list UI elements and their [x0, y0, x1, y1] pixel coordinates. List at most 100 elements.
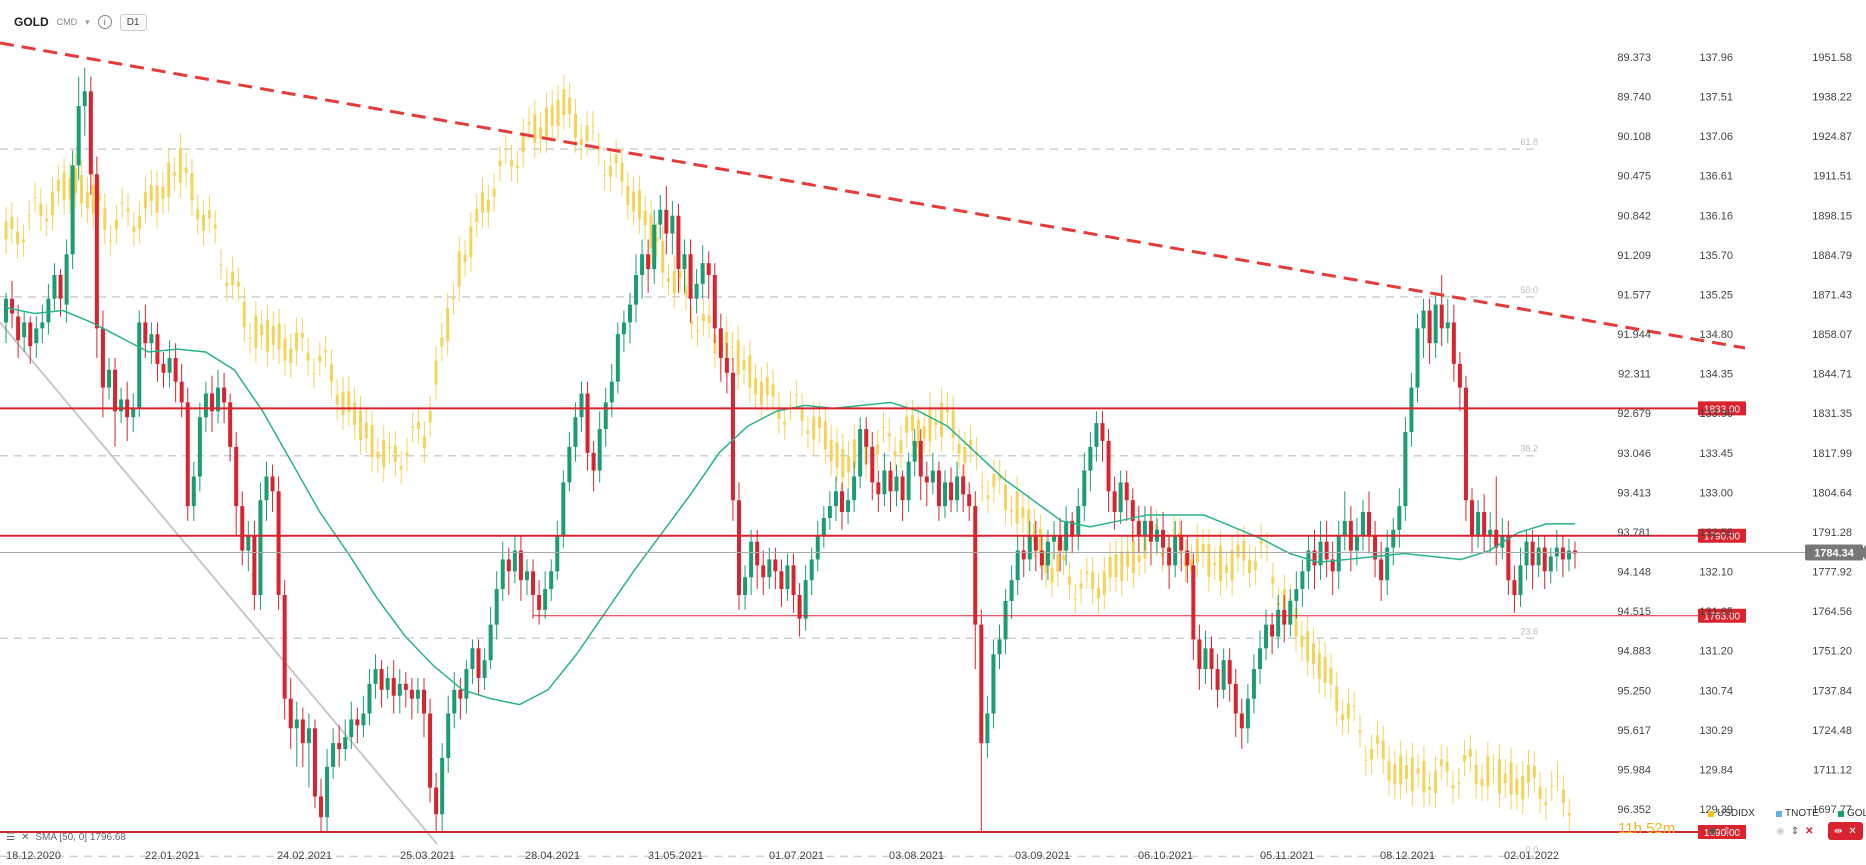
usdidx-candle — [149, 185, 153, 202]
usdidx-candle — [1341, 714, 1345, 721]
usdidx-tick-label: 95.617 — [1617, 725, 1651, 737]
gold-candle — [470, 648, 475, 670]
usdidx-candle — [847, 456, 851, 473]
usdidx-candle — [573, 113, 577, 138]
info-icon[interactable]: i — [97, 15, 112, 29]
gold-candle — [1470, 500, 1475, 536]
x-tick-label: 25.03.2021 — [400, 850, 455, 862]
usdidx-candle — [341, 391, 345, 416]
usdidx-candle — [852, 439, 856, 468]
usdidx-candle — [951, 410, 955, 438]
gold-candle — [627, 304, 632, 323]
gold-candle — [1227, 660, 1232, 684]
timeframe-select[interactable]: D1 — [119, 13, 147, 31]
usdidx-candle — [143, 192, 147, 209]
close-icon[interactable]: ✕ — [1805, 825, 1814, 837]
gold-candle — [421, 689, 426, 714]
gold-candle — [833, 491, 838, 507]
split-icon[interactable]: ⇹ — [1834, 825, 1843, 837]
tnote-tick-label: 133.45 — [1699, 448, 1733, 460]
gold-candle — [4, 298, 8, 323]
gold-candle — [712, 275, 717, 329]
usdidx-candle — [1399, 755, 1403, 785]
gold-candle — [434, 787, 439, 815]
chevron-down-icon[interactable]: ▾ — [85, 16, 90, 27]
gold-candle — [240, 506, 245, 551]
usdidx-candle — [1410, 757, 1414, 792]
usdidx-candle — [765, 377, 769, 396]
gold-candle — [94, 174, 99, 329]
gold-candle — [1409, 387, 1414, 433]
usdidx-candle — [916, 420, 920, 448]
gold-candle — [664, 209, 669, 234]
gold-candle — [306, 728, 311, 744]
usdidx-candle — [1067, 576, 1071, 585]
gold-candle — [325, 766, 330, 818]
usdidx-candle — [1085, 571, 1089, 574]
current-price-label: 1784.34 — [1814, 548, 1855, 560]
usdidx-candle — [213, 224, 217, 229]
usdidx-candle — [1561, 789, 1565, 803]
sma-indicator-label[interactable]: SMA [50, 0] 1796.68 — [35, 832, 126, 843]
gold-candle — [1124, 482, 1129, 501]
gold-candle — [767, 559, 772, 578]
gold-candle — [797, 594, 802, 619]
gold-candle — [228, 402, 233, 447]
symbol-label[interactable]: GOLD — [14, 15, 49, 29]
usdidx-candle — [417, 422, 421, 430]
usdidx-candle — [68, 177, 72, 200]
usdidx-candle — [1050, 568, 1054, 583]
gold-candle — [930, 470, 935, 483]
usdidx-candle — [672, 270, 676, 294]
gold-candle — [839, 491, 844, 513]
gold-candle — [852, 476, 857, 501]
close-icon[interactable]: ✕ — [20, 832, 30, 843]
gold-candle — [961, 476, 966, 495]
gold-candle — [531, 571, 536, 595]
gold-tick-label: 1911.51 — [1813, 171, 1852, 183]
usdidx-candle — [1387, 761, 1391, 781]
gold-candle — [1536, 547, 1541, 566]
usdidx-candle — [521, 132, 525, 153]
sort-icon[interactable]: ⇕ — [1722, 825, 1732, 837]
gold-candle — [294, 719, 299, 729]
x-tick-label: 28.04.2021 — [525, 850, 580, 862]
usdidx-candle — [277, 323, 281, 350]
usdidx-candle — [1474, 764, 1478, 785]
timer-minutes: 52 — [1646, 820, 1663, 837]
gold-candle — [252, 535, 257, 595]
usdidx-candle — [85, 191, 89, 209]
gold-candle — [882, 470, 887, 495]
usdidx-candle — [1242, 540, 1246, 561]
gold-candle — [482, 660, 487, 678]
usdidx-candle — [1486, 756, 1490, 787]
legend-tnote[interactable]: TNOTE — [1776, 808, 1819, 819]
sort-icon[interactable]: ⇕ — [1790, 825, 1800, 837]
gold-candle — [1142, 520, 1147, 536]
usdidx-candle — [678, 271, 682, 278]
gold-candle — [518, 550, 523, 581]
usdidx-candle — [120, 202, 124, 204]
usdidx-candle — [1195, 538, 1199, 563]
legend-usdidx[interactable]: USDIDX — [1708, 808, 1755, 819]
usdidx-candle — [242, 301, 246, 328]
eye-icon[interactable]: ◉ — [1708, 825, 1717, 837]
gold-candle — [936, 470, 941, 507]
usdidx-candle — [324, 350, 328, 353]
close-icon[interactable]: ✕ — [1848, 825, 1857, 837]
list-icon[interactable]: ☰ — [6, 832, 15, 843]
gold-candle — [973, 506, 978, 625]
close-icon[interactable]: ✕ — [1737, 825, 1746, 837]
gold-candle — [809, 559, 814, 581]
timer-minutes-unit: m — [1662, 820, 1676, 837]
usdidx-candle — [353, 402, 357, 426]
gold-candle — [1021, 550, 1026, 560]
usdidx-candle — [614, 155, 618, 164]
usdidx-candle — [800, 408, 804, 421]
usdidx-candle — [1126, 550, 1130, 567]
current-price-tag — [1805, 544, 1863, 561]
legend-gold[interactable]: GOLD — [1838, 808, 1866, 819]
usdidx-tick-label: 89.740 — [1617, 92, 1651, 104]
eye-icon[interactable]: ◉ — [1776, 825, 1785, 837]
